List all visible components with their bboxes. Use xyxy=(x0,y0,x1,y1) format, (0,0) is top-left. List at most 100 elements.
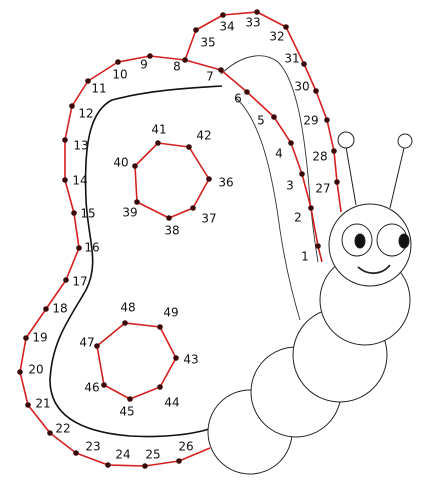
dot-number: 14 xyxy=(72,174,87,188)
dot xyxy=(299,171,305,177)
dot-number: 23 xyxy=(85,440,100,454)
dot xyxy=(105,462,111,468)
dot-number: 18 xyxy=(52,302,67,316)
dot-number: 32 xyxy=(269,30,284,44)
dot-number: 4 xyxy=(275,147,283,161)
dot xyxy=(69,103,75,109)
dot-number: 40 xyxy=(113,156,128,170)
antenna xyxy=(345,146,357,206)
dot-number: 20 xyxy=(28,363,43,377)
dot xyxy=(155,140,161,146)
dot xyxy=(283,24,289,30)
second-wing xyxy=(220,55,319,321)
dot-number: 13 xyxy=(73,139,88,153)
dot-number: 16 xyxy=(84,241,99,255)
dot xyxy=(23,335,29,341)
dot xyxy=(193,27,199,33)
dot-number: 10 xyxy=(112,68,127,82)
antenna-tip xyxy=(397,133,413,149)
dot-number: 24 xyxy=(115,448,130,462)
dot xyxy=(334,179,340,185)
dot xyxy=(220,12,226,18)
dot-number: 41 xyxy=(151,123,166,137)
pupil xyxy=(398,233,410,249)
dot-number: 19 xyxy=(32,331,47,345)
dot-number: 5 xyxy=(257,114,265,128)
dot-number: 17 xyxy=(72,275,87,289)
smile xyxy=(357,264,391,275)
dot xyxy=(134,199,140,205)
dot xyxy=(25,402,31,408)
dot-number: 49 xyxy=(163,306,178,320)
dot-number: 9 xyxy=(140,58,148,72)
dot-number: 48 xyxy=(120,301,135,315)
dot xyxy=(147,53,153,59)
dot xyxy=(206,176,212,182)
dot xyxy=(244,89,250,95)
dot xyxy=(122,320,128,326)
dot xyxy=(190,205,196,211)
dot xyxy=(313,88,319,94)
dot-number: 44 xyxy=(164,396,179,410)
dot xyxy=(62,137,68,143)
dot xyxy=(288,140,294,146)
dot-number: 22 xyxy=(55,422,70,436)
dot-number: 21 xyxy=(35,397,50,411)
dot xyxy=(43,306,49,312)
dot-number: 7 xyxy=(206,70,214,84)
dot xyxy=(127,396,133,402)
dot xyxy=(176,458,182,464)
dot-number: 37 xyxy=(201,212,216,226)
dot xyxy=(173,355,179,361)
red-line xyxy=(19,55,323,467)
dot-number: 12 xyxy=(78,107,93,121)
dot xyxy=(101,382,107,388)
dot xyxy=(186,144,192,150)
dot xyxy=(85,78,91,84)
dot-number: 15 xyxy=(80,207,95,221)
dot xyxy=(182,57,188,63)
dot-number: 6 xyxy=(234,92,242,106)
dot-number: 3 xyxy=(286,179,294,193)
dot xyxy=(271,114,277,120)
dot-number: 38 xyxy=(164,224,179,238)
dot xyxy=(142,463,148,469)
dot xyxy=(301,61,307,67)
dot-number: 1 xyxy=(301,250,309,264)
dot xyxy=(218,67,224,73)
dot xyxy=(76,245,82,251)
caterpillar xyxy=(207,131,413,475)
dot-number: 45 xyxy=(119,405,134,419)
dot xyxy=(308,205,314,211)
pupil xyxy=(354,233,366,249)
dot-number: 30 xyxy=(294,80,309,94)
dot xyxy=(115,59,121,65)
wing-outline xyxy=(49,85,223,438)
dot xyxy=(17,369,23,375)
dot-number: 28 xyxy=(312,150,327,164)
dot xyxy=(47,430,53,436)
dot-number: 39 xyxy=(122,206,137,220)
dot-number: 36 xyxy=(218,176,233,190)
dot xyxy=(254,9,260,15)
dot-number: 2 xyxy=(294,211,302,225)
dot xyxy=(157,384,163,390)
antenna-tip xyxy=(337,131,355,149)
wing-fold-line xyxy=(235,97,301,321)
dot-number: 11 xyxy=(91,82,106,96)
dot xyxy=(94,343,100,349)
dot-number: 27 xyxy=(315,182,330,196)
dot-number: 43 xyxy=(183,353,198,367)
dot xyxy=(331,148,337,154)
dot-number: 29 xyxy=(303,114,318,128)
inner-wing-line xyxy=(49,85,223,438)
dot-number: 33 xyxy=(245,16,260,30)
back-wing-line xyxy=(220,55,319,263)
dot xyxy=(315,243,321,249)
dot xyxy=(63,277,69,283)
red-line xyxy=(96,322,177,400)
dot xyxy=(166,215,172,221)
dot-number: 42 xyxy=(196,129,211,143)
